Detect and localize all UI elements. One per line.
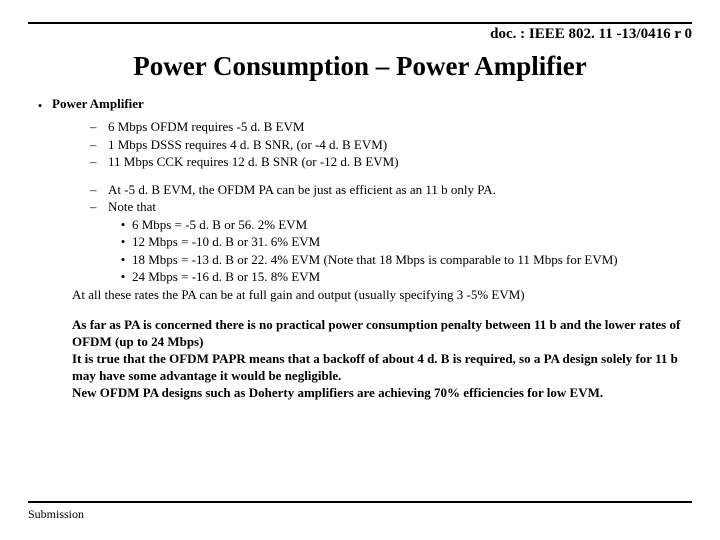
list-item-text: 11 Mbps CCK requires 12 d. B SNR (or -12… bbox=[108, 153, 399, 171]
conclusion-line: New OFDM PA designs such as Doherty ampl… bbox=[72, 385, 686, 402]
dash-icon: – bbox=[90, 198, 108, 216]
bullet-dot-icon: • bbox=[114, 268, 132, 286]
list-item: •6 Mbps = -5 d. B or 56. 2% EVM bbox=[114, 216, 692, 234]
footer-text: Submission bbox=[28, 507, 692, 522]
list-item-text: 18 Mbps = -13 d. B or 22. 4% EVM (Note t… bbox=[132, 251, 618, 269]
footer: Submission bbox=[28, 501, 692, 522]
conclusion-line: It is true that the OFDM PAPR means that… bbox=[72, 351, 686, 385]
list-item: –1 Mbps DSSS requires 4 d. B SNR, (or -4… bbox=[90, 136, 692, 154]
list-item-text: At -5 d. B EVM, the OFDM PA can be just … bbox=[108, 181, 496, 199]
list-item: –6 Mbps OFDM requires -5 d. B EVM bbox=[90, 118, 692, 136]
list-item-text: 24 Mbps = -16 d. B or 15. 8% EVM bbox=[132, 268, 320, 286]
dash-icon: – bbox=[90, 181, 108, 199]
note-sublist: •6 Mbps = -5 d. B or 56. 2% EVM •12 Mbps… bbox=[90, 216, 692, 286]
conclusion-block: As far as PA is concerned there is no pr… bbox=[28, 317, 692, 401]
list-item-text: Note that bbox=[108, 198, 156, 216]
list-item: •24 Mbps = -16 d. B or 15. 8% EVM bbox=[114, 268, 692, 286]
bullet-dot-icon: • bbox=[114, 233, 132, 251]
list-item: –Note that bbox=[90, 198, 692, 216]
bullet-dot-icon: • bbox=[114, 216, 132, 234]
observations-list: –At -5 d. B EVM, the OFDM PA can be just… bbox=[28, 181, 692, 286]
dash-icon: – bbox=[90, 153, 108, 171]
list-item: –11 Mbps CCK requires 12 d. B SNR (or -1… bbox=[90, 153, 692, 171]
footer-rule bbox=[28, 501, 692, 503]
slide-title: Power Consumption – Power Amplifier bbox=[28, 51, 692, 82]
bullet-dot-icon: • bbox=[28, 96, 52, 114]
list-item-text: 6 Mbps = -5 d. B or 56. 2% EVM bbox=[132, 216, 307, 234]
document-id: doc. : IEEE 802. 11 -13/0416 r 0 bbox=[28, 26, 692, 43]
list-item: –At -5 d. B EVM, the OFDM PA can be just… bbox=[90, 181, 692, 199]
tail-note: At all these rates the PA can be at full… bbox=[28, 286, 692, 304]
requirements-list: –6 Mbps OFDM requires -5 d. B EVM –1 Mbp… bbox=[28, 118, 692, 171]
dash-icon: – bbox=[90, 136, 108, 154]
list-item: •12 Mbps = -10 d. B or 31. 6% EVM bbox=[114, 233, 692, 251]
dash-icon: – bbox=[90, 118, 108, 136]
header-rule bbox=[28, 22, 692, 24]
section-heading: Power Amplifier bbox=[52, 96, 144, 112]
list-item-text: 6 Mbps OFDM requires -5 d. B EVM bbox=[108, 118, 304, 136]
section-bullet: • Power Amplifier bbox=[28, 96, 692, 114]
list-item-text: 1 Mbps DSSS requires 4 d. B SNR, (or -4 … bbox=[108, 136, 387, 154]
conclusion-line: As far as PA is concerned there is no pr… bbox=[72, 317, 686, 351]
list-item-text: 12 Mbps = -10 d. B or 31. 6% EVM bbox=[132, 233, 320, 251]
list-item: •18 Mbps = -13 d. B or 22. 4% EVM (Note … bbox=[114, 251, 692, 269]
bullet-dot-icon: • bbox=[114, 251, 132, 269]
